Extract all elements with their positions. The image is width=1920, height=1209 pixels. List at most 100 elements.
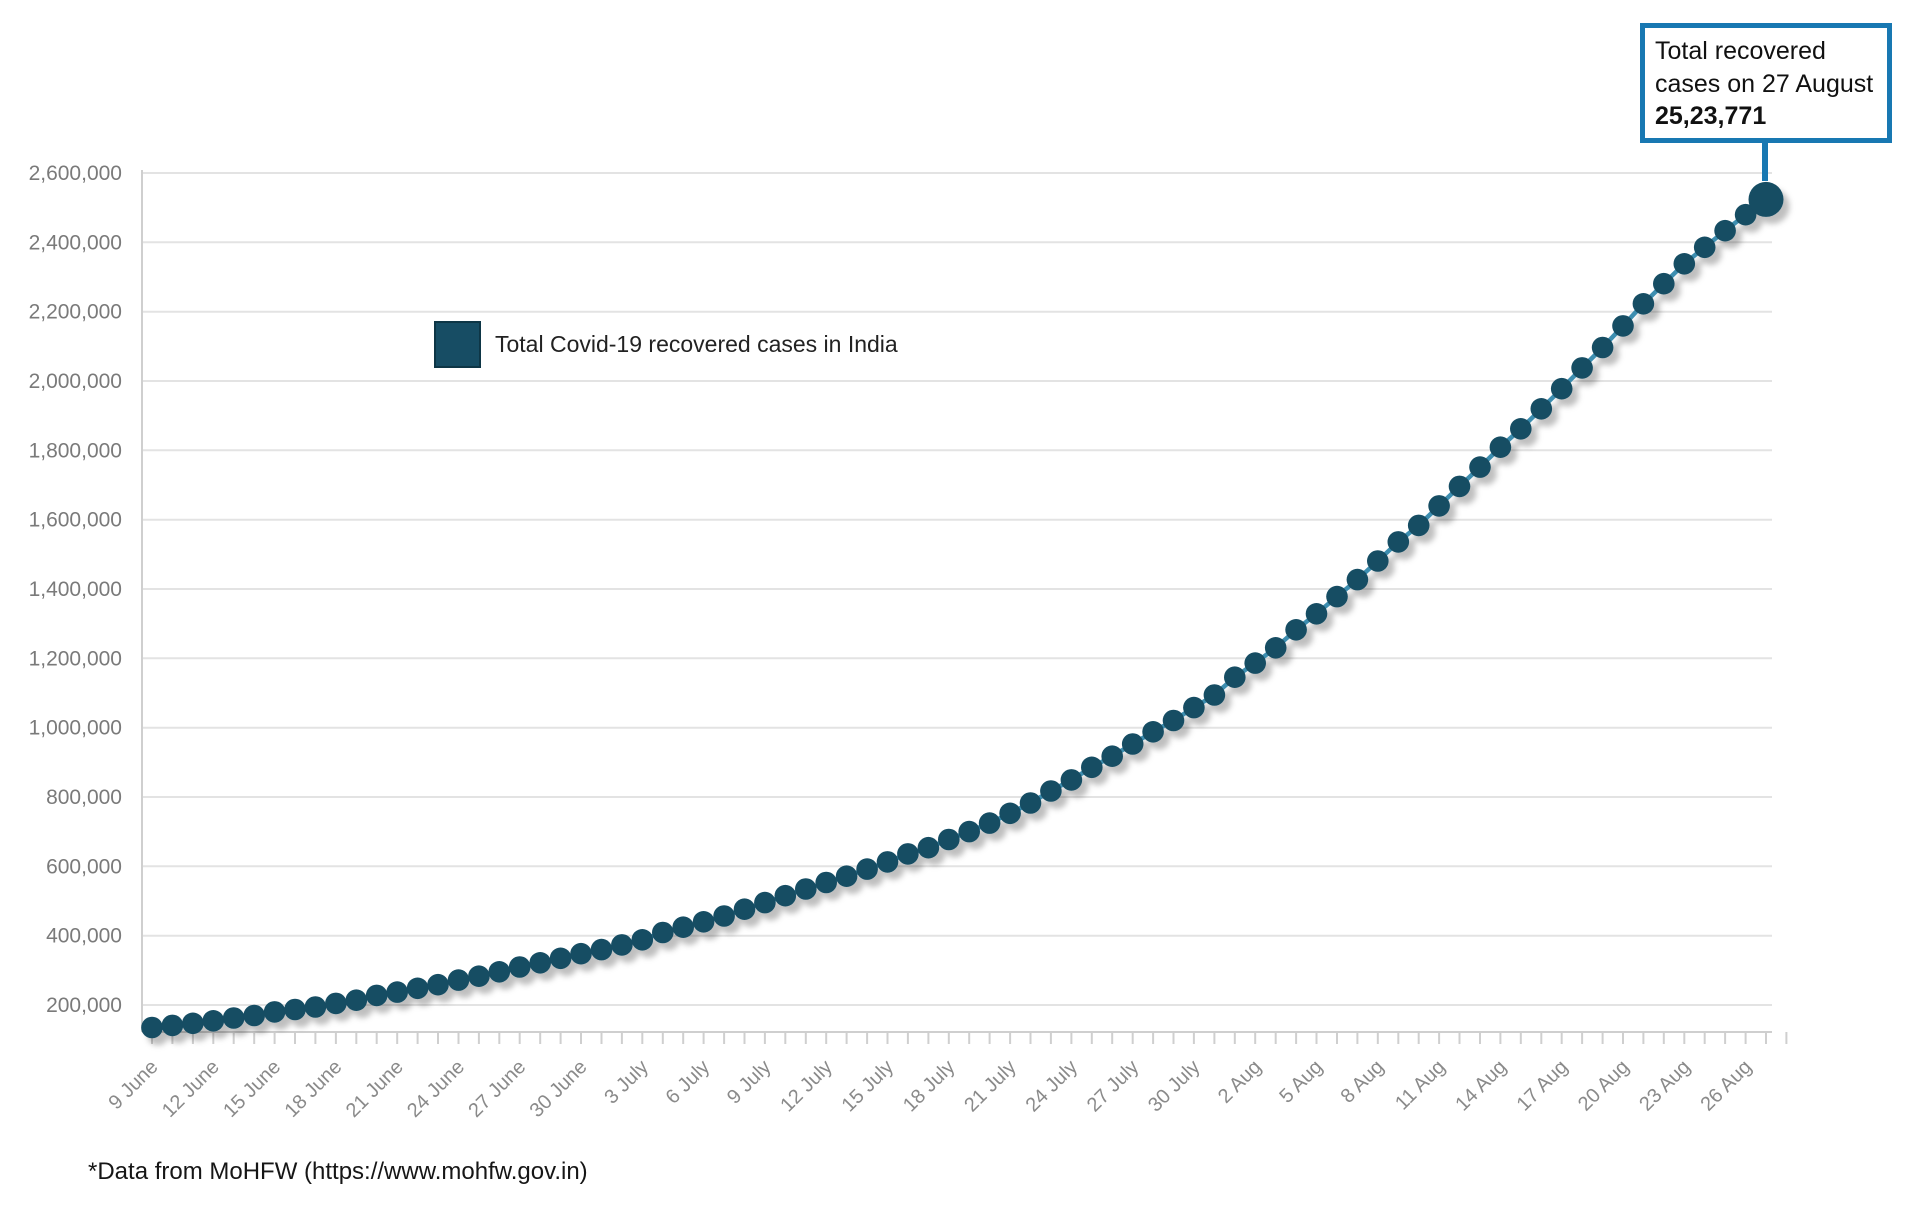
data-point — [1448, 475, 1471, 498]
data-point — [1326, 585, 1348, 608]
x-axis-tick-label: 21 July — [960, 1056, 1020, 1116]
data-point — [999, 802, 1021, 825]
data-point — [1407, 514, 1430, 537]
data-point — [1367, 550, 1389, 572]
data-point — [427, 973, 449, 996]
data-point — [386, 981, 409, 1003]
data-point — [733, 898, 756, 920]
x-axis-tick-label: 15 July — [838, 1056, 898, 1116]
data-point — [1530, 398, 1553, 420]
data-point — [713, 905, 735, 927]
data-point — [325, 992, 347, 1015]
x-axis-tick-label: 9 June — [105, 1056, 163, 1114]
data-point — [1081, 756, 1103, 779]
data-point — [1019, 792, 1042, 814]
x-axis-tick-label: 6 July — [662, 1056, 715, 1109]
data-point — [1101, 745, 1123, 767]
x-axis-tick-label: 26 Aug — [1697, 1056, 1757, 1116]
data-point — [243, 1004, 265, 1027]
data-point — [1060, 769, 1083, 791]
data-point — [365, 984, 388, 1007]
data-point — [1571, 357, 1593, 379]
data-point — [652, 921, 674, 944]
data-point — [1040, 780, 1062, 802]
chart-legend: Total Covid-19 recovered cases in India — [434, 321, 898, 368]
x-axis-tick-label: 14 Aug — [1451, 1056, 1511, 1116]
data-point — [1653, 272, 1675, 295]
data-point — [549, 947, 572, 970]
data-point — [304, 996, 327, 1018]
data-point — [590, 938, 613, 961]
x-axis-tick-label: 17 Aug — [1513, 1056, 1573, 1116]
data-point — [284, 998, 306, 1021]
data-point — [774, 884, 797, 907]
data-point — [876, 851, 899, 873]
x-axis-tick-label: 20 Aug — [1574, 1056, 1634, 1116]
data-point — [1510, 418, 1532, 440]
data-point — [978, 812, 1001, 834]
data-point — [345, 989, 368, 1011]
x-axis-tick-label: 21 June — [342, 1056, 408, 1122]
data-point — [938, 828, 960, 851]
y-axis-tick-label: 600,000 — [46, 855, 122, 878]
data-point — [202, 1010, 225, 1032]
data-point — [1285, 619, 1307, 641]
data-point — [263, 1001, 286, 1023]
x-axis-tick-label: 9 July — [723, 1056, 776, 1109]
axis-layer — [141, 170, 1788, 1044]
data-point — [897, 843, 919, 865]
data-point — [672, 916, 694, 938]
y-axis-tick-label: 200,000 — [46, 994, 122, 1017]
data-point — [1632, 293, 1655, 315]
data-point — [856, 858, 878, 880]
series-layer — [141, 181, 1784, 1039]
y-axis-tick-label: 800,000 — [46, 786, 122, 809]
data-point — [222, 1007, 245, 1029]
x-axis-tick-label: 27 July — [1083, 1056, 1143, 1116]
data-point — [754, 891, 776, 914]
axis-labels-layer: 200,000 400,000 600,000 800,000 1,000,000 1,2… — [29, 162, 1757, 1122]
data-point — [958, 820, 980, 843]
data-point — [1224, 666, 1246, 688]
grid-layer — [142, 172, 1772, 1006]
x-axis-tick-label: 23 Aug — [1635, 1056, 1695, 1116]
data-point — [1121, 733, 1144, 755]
x-axis-tick-label: 18 June — [281, 1056, 347, 1122]
data-point — [141, 1016, 163, 1039]
data-point — [1183, 696, 1205, 719]
data-point — [508, 956, 531, 978]
x-axis-tick-label: 3 July — [600, 1056, 653, 1109]
x-axis-tick-label: 11 Aug — [1391, 1056, 1450, 1115]
data-point — [406, 977, 429, 1000]
annotation-connector-line — [1762, 141, 1768, 181]
data-point — [1162, 709, 1185, 732]
x-axis-tick-label: 12 June — [158, 1056, 224, 1122]
data-point — [468, 965, 490, 987]
data-point — [1305, 603, 1328, 625]
y-axis-tick-label: 1,800,000 — [29, 439, 122, 462]
y-axis-tick-label: 2,000,000 — [29, 370, 122, 393]
data-point — [1734, 203, 1757, 226]
x-axis-tick-label: 30 June — [526, 1056, 592, 1122]
x-axis-tick-label: 15 June — [219, 1056, 285, 1122]
data-point — [1591, 336, 1614, 359]
y-axis-tick-label: 1,200,000 — [29, 647, 122, 670]
legend-label: Total Covid-19 recovered cases in India — [495, 331, 898, 357]
data-point — [1264, 637, 1287, 659]
legend-swatch — [434, 321, 481, 368]
data-point — [1428, 495, 1450, 517]
x-axis-tick-label: 30 July — [1144, 1056, 1204, 1116]
data-point — [1387, 531, 1410, 553]
annotation-label: Total recovered cases on 27 August — [1655, 37, 1874, 98]
data-point — [1714, 219, 1736, 242]
y-axis-tick-label: 2,400,000 — [29, 231, 122, 254]
x-axis-tick-label: 24 June — [403, 1056, 469, 1122]
y-axis-tick-label: 1,600,000 — [29, 509, 122, 532]
y-axis-tick-label: 1,400,000 — [29, 578, 122, 601]
y-axis-tick-label: 1,000,000 — [29, 717, 122, 740]
y-axis-tick-label: 400,000 — [46, 925, 122, 948]
x-axis-tick-label: 8 Aug — [1337, 1056, 1389, 1108]
y-axis-tick-label: 2,200,000 — [29, 301, 122, 324]
data-point — [447, 969, 470, 991]
